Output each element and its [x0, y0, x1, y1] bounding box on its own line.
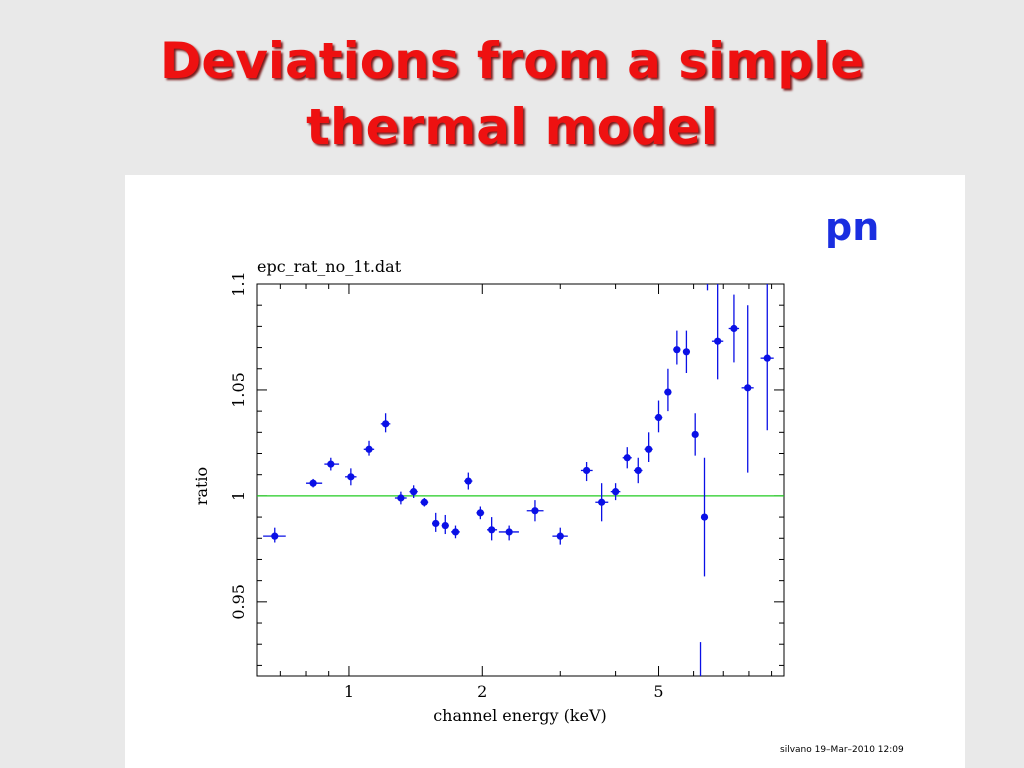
data-point [552, 527, 568, 545]
data-point [263, 527, 286, 543]
point-marker [654, 413, 663, 422]
data-point [432, 512, 440, 532]
ratio-chart: epc_rat_no_1t.dat channel energy (keV) r… [192, 257, 785, 725]
point-marker [664, 388, 672, 396]
point-marker [397, 494, 405, 502]
footer-credit: silvano 19–Mar–2010 12:09 [780, 745, 904, 755]
point-marker [730, 324, 738, 333]
point-marker [556, 532, 564, 540]
point-marker [673, 346, 681, 354]
point-marker [714, 337, 722, 345]
x-tick-label: 1 [344, 682, 354, 701]
data-points [263, 284, 774, 676]
x-tick-label: 5 [653, 682, 663, 701]
data-point [728, 294, 740, 363]
point-marker [634, 466, 642, 475]
point-marker [271, 532, 279, 540]
point-marker [476, 509, 484, 517]
data-point [633, 457, 643, 484]
point-marker [623, 454, 631, 462]
slide-title-line-1: Deviations from a simple [159, 32, 865, 90]
point-marker [488, 526, 496, 534]
axis-ticks: 1 2 5 0.95 1 1.05 1.1 [229, 271, 784, 701]
point-marker [309, 479, 317, 487]
data-point [464, 472, 473, 490]
point-marker [410, 488, 418, 496]
data-point [644, 432, 653, 462]
point-marker [420, 498, 428, 506]
x-tick-label: 2 [477, 682, 487, 701]
point-marker [347, 473, 355, 481]
point-marker [441, 521, 449, 530]
x-axis-label: channel energy (keV) [433, 706, 607, 725]
point-marker [432, 519, 440, 528]
data-point [498, 525, 519, 541]
data-point [595, 483, 609, 522]
point-marker [531, 507, 539, 515]
data-point [711, 284, 724, 380]
data-point [526, 500, 544, 522]
point-marker [464, 477, 472, 485]
point-marker [327, 460, 335, 468]
data-point [487, 517, 498, 541]
y-tick-label: 0.95 [229, 584, 248, 620]
point-marker [598, 498, 606, 506]
data-point [324, 457, 340, 471]
point-marker [763, 354, 771, 362]
detector-label: pn [825, 205, 880, 249]
data-point [345, 468, 357, 486]
point-marker [505, 528, 513, 536]
data-point [673, 330, 681, 365]
data-point [682, 330, 691, 373]
data-point [451, 525, 460, 539]
data-point [580, 461, 593, 482]
plot-panel: epc_rat_no_1t.dat channel energy (keV) r… [125, 175, 965, 768]
y-tick-label: 1.1 [229, 271, 248, 296]
y-axis-label: ratio [192, 467, 211, 505]
data-point [409, 485, 418, 499]
y-tick-label: 1.05 [229, 372, 248, 408]
point-marker [700, 513, 709, 521]
data-point [741, 305, 754, 473]
data-point [622, 447, 632, 469]
data-point [760, 284, 774, 431]
slide-title: Deviations from a simple thermal model [0, 28, 1024, 160]
data-point [380, 413, 391, 433]
data-point [420, 498, 429, 507]
point-marker [582, 466, 591, 475]
data-point [476, 506, 485, 520]
data-point [664, 368, 672, 412]
data-point [691, 413, 699, 456]
point-marker [382, 420, 390, 428]
data-point [363, 440, 375, 456]
data-point [306, 478, 323, 488]
point-marker [691, 430, 699, 439]
point-marker [645, 445, 653, 453]
chart-title: epc_rat_no_1t.dat [257, 257, 402, 276]
point-marker [612, 488, 620, 496]
point-marker [682, 348, 691, 356]
data-point [610, 483, 621, 501]
plot-frame [256, 283, 785, 677]
slide-title-line-2: thermal model [306, 98, 718, 156]
point-marker [744, 384, 752, 392]
data-point [654, 400, 663, 433]
point-marker [365, 445, 373, 453]
data-point [700, 457, 709, 577]
y-tick-label: 1 [229, 491, 248, 501]
data-point [394, 491, 407, 505]
point-marker [451, 528, 460, 536]
data-point [441, 514, 449, 535]
